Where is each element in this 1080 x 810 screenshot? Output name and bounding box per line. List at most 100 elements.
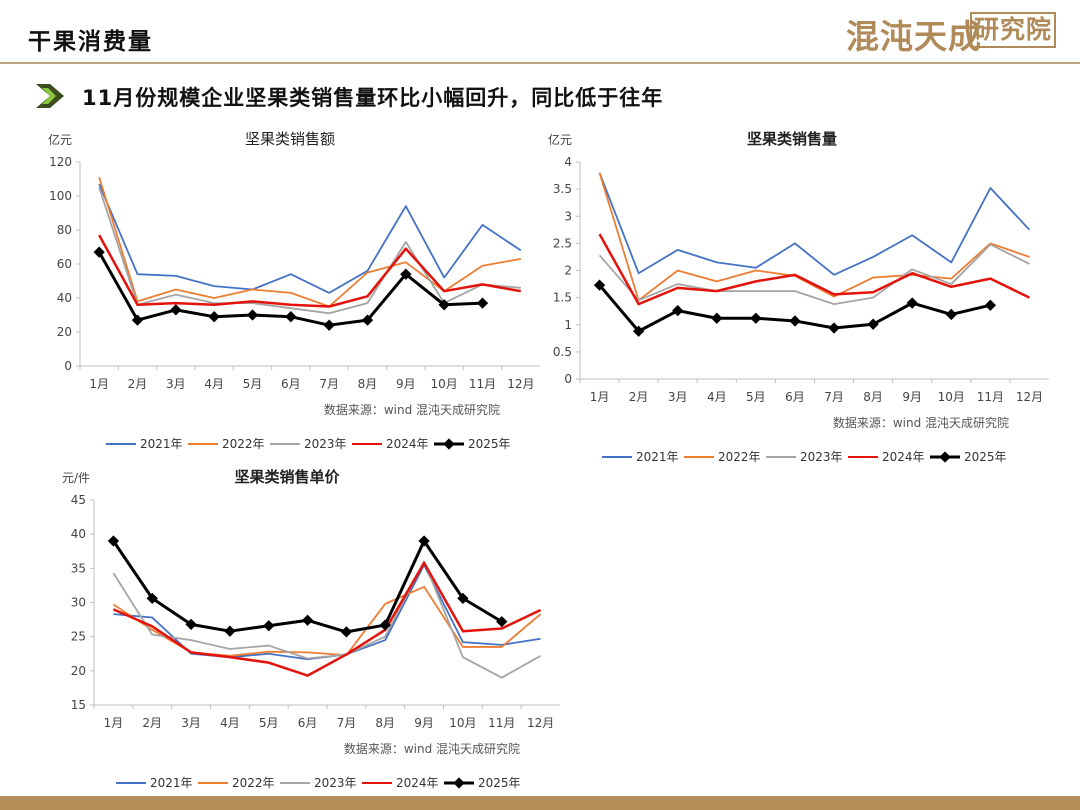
chart-title: 坚果类销售额 <box>245 130 335 148</box>
y-tick-label: 2.5 <box>553 236 572 250</box>
data-point-marker <box>496 615 508 628</box>
data-point-marker <box>867 318 879 330</box>
brand-logo-text: 混沌天成 <box>846 17 982 56</box>
y-tick-label: 0.5 <box>553 345 572 359</box>
source-note: 数据来源：wind 混沌天成研究院 <box>324 402 500 417</box>
slide-subtitle: 11月份规模企业坚果类销售量环比小幅回升，同比低于往年 <box>82 86 664 110</box>
footer-bar <box>0 796 1080 810</box>
data-point-marker <box>323 319 335 331</box>
x-tick-label: 7月 <box>824 390 844 404</box>
x-tick-label: 9月 <box>902 390 922 404</box>
y-tick-label: 20 <box>71 664 86 678</box>
data-point-marker <box>340 626 353 638</box>
legend-item: 2023年 <box>280 776 357 790</box>
y-tick-label: 80 <box>57 223 72 237</box>
y-tick-label: 0 <box>564 372 572 386</box>
x-tick-label: 2月 <box>128 377 148 391</box>
x-tick-label: 9月 <box>414 716 434 730</box>
data-point-marker <box>632 325 645 337</box>
x-tick-label: 3月 <box>181 716 201 730</box>
x-tick-label: 7月 <box>319 377 339 391</box>
legend-item: 2022年 <box>188 437 265 451</box>
chart-title: 坚果类销售量 <box>747 130 837 148</box>
legend-item: 2024年 <box>362 776 439 790</box>
legend-item: 2021年 <box>116 776 193 790</box>
legend-item: 2024年 <box>352 437 429 451</box>
source-note: 数据来源：wind 混沌天成研究院 <box>833 415 1009 430</box>
header-divider <box>0 62 1080 64</box>
x-tick-label: 4月 <box>204 377 224 391</box>
y-tick-label: 1 <box>564 318 572 332</box>
series-line-2022年 <box>598 172 1030 302</box>
legend-label: 2024年 <box>396 776 439 790</box>
series-line-2021年 <box>598 172 1031 276</box>
chart-sales-volume: 坚果类销售量 亿元 0 0.5 1 1.5 2 2.5 3 3.5 4 1月 2月 3月 4月 5月 6月 7月 8… <box>540 124 1060 464</box>
x-tick-label: 3月 <box>668 390 688 404</box>
data-point-marker <box>224 625 236 637</box>
series-line-2024年 <box>112 561 542 677</box>
y-tick-label: 35 <box>71 561 86 575</box>
x-tick-label: 8月 <box>375 716 395 730</box>
x-tick-label: 7月 <box>337 716 357 730</box>
data-point-marker <box>438 299 450 311</box>
y-tick-label: 40 <box>71 527 86 541</box>
x-tick-label: 5月 <box>746 390 766 404</box>
y-tick-label: 120 <box>49 155 72 169</box>
data-point-marker <box>246 309 259 321</box>
legend-label: 2024年 <box>882 450 925 464</box>
y-tick-label: 3 <box>564 209 572 223</box>
legend-item: 2025年 <box>930 450 1007 464</box>
legend-item: 2025年 <box>434 437 511 451</box>
legend-label: 2025年 <box>478 776 521 790</box>
legend-label: 2023年 <box>314 776 357 790</box>
data-point-marker <box>828 322 840 334</box>
y-unit-label: 亿元 <box>548 132 572 147</box>
data-point-marker <box>93 246 105 258</box>
x-tick-label: 2月 <box>629 390 649 404</box>
y-tick-label: 0 <box>64 359 72 373</box>
legend-marker <box>939 451 951 463</box>
x-tick-label: 6月 <box>785 390 805 404</box>
legend-label: 2024年 <box>386 437 429 451</box>
data-point-marker <box>131 314 144 326</box>
x-tick-label: 11月 <box>488 716 515 730</box>
data-point-marker <box>361 314 374 326</box>
data-point-marker <box>711 312 723 324</box>
data-point-marker <box>285 311 297 323</box>
x-tick-label: 5月 <box>243 377 263 391</box>
x-tick-label: 11月 <box>977 390 1004 404</box>
x-tick-label: 1月 <box>104 716 124 730</box>
legend-item: 2023年 <box>270 437 347 451</box>
y-tick-label: 1.5 <box>553 291 572 305</box>
y-unit-label: 元/件 <box>62 471 90 485</box>
x-tick-label: 4月 <box>220 716 240 730</box>
x-tick-label: 10月 <box>431 377 458 391</box>
x-tick-label: 6月 <box>298 716 318 730</box>
legend-label: 2022年 <box>232 776 275 790</box>
data-point-marker <box>170 304 182 316</box>
x-tick-label: 4月 <box>707 390 727 404</box>
data-point-marker <box>301 614 314 626</box>
legend-marker <box>453 777 465 789</box>
legend-label: 2022年 <box>222 437 265 451</box>
x-tick-label: 12月 <box>507 377 534 391</box>
legend-label: 2025年 <box>964 450 1007 464</box>
x-tick-label: 11月 <box>469 377 496 391</box>
x-tick-label: 8月 <box>863 390 883 404</box>
x-tick-label: 2月 <box>142 716 162 730</box>
y-tick-label: 40 <box>57 291 72 305</box>
y-tick-label: 45 <box>71 493 86 507</box>
x-tick-label: 3月 <box>166 377 186 391</box>
legend-item: 2024年 <box>848 450 925 464</box>
legend-label: 2025年 <box>468 437 511 451</box>
y-tick-label: 20 <box>57 325 72 339</box>
data-point-marker <box>400 268 412 280</box>
chart-title: 坚果类销售单价 <box>234 468 340 486</box>
chart-unit-price: 坚果类销售单价 元/件 15 20 25 30 35 40 45 1月 2月 3月 4月 5月 6月 7月 8月… <box>40 462 560 792</box>
x-tick-label: 10月 <box>938 390 965 404</box>
data-point-marker <box>263 620 275 632</box>
data-point-marker <box>945 308 957 321</box>
legend-marker <box>443 438 455 450</box>
chevron-right-icon <box>36 84 64 108</box>
brand-logo-box: 研究院 <box>970 12 1056 48</box>
